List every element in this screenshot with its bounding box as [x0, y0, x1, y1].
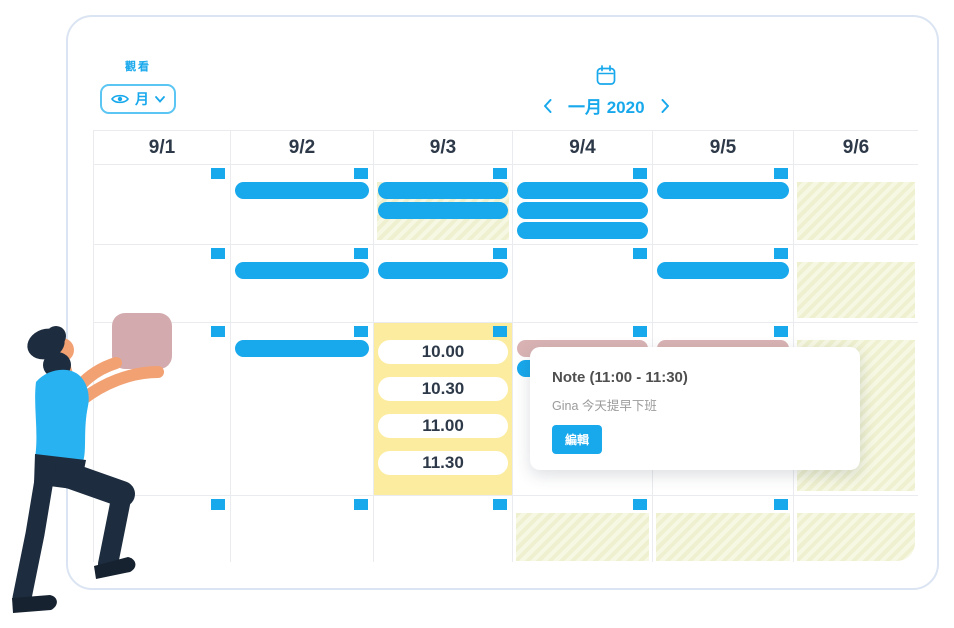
cell-handle[interactable]	[354, 326, 368, 337]
current-month-label: 一月 2020	[568, 98, 645, 117]
cell-handle[interactable]	[354, 168, 368, 179]
cell-handle[interactable]	[774, 248, 788, 259]
calendar-cell-r1-c5[interactable]	[652, 165, 793, 244]
unavailable-hatch	[516, 513, 649, 561]
day-header-9/4: 9/4	[512, 131, 652, 165]
chevron-down-icon	[155, 95, 165, 103]
cell-handle[interactable]	[493, 326, 507, 337]
calendar-cell-r1-c3[interactable]	[373, 165, 512, 244]
left-leg	[12, 458, 56, 608]
month-navigation: 一月 2020	[541, 93, 672, 118]
unavailable-hatch	[656, 513, 790, 561]
cell-handle[interactable]	[211, 326, 225, 337]
event-bar-blue[interactable]	[517, 182, 648, 199]
time-slot-pill[interactable]: 10.00	[378, 340, 508, 364]
calendar-cell-r4-c1[interactable]	[93, 495, 230, 562]
cell-handle[interactable]	[774, 168, 788, 179]
view-mode-dropdown[interactable]: 月	[100, 84, 176, 114]
event-bar-blue[interactable]	[378, 262, 508, 279]
event-bar-blue[interactable]	[235, 262, 369, 279]
chevron-right-icon	[661, 98, 670, 113]
event-tooltip: Note (11:00 - 11:30) Gina 今天提早下班 編輯	[530, 347, 860, 470]
unavailable-hatch	[797, 262, 915, 318]
left-shoe	[12, 595, 57, 613]
right-shoe	[94, 557, 136, 579]
unavailable-hatch	[797, 513, 915, 561]
cell-handle[interactable]	[774, 326, 788, 337]
event-bar-blue[interactable]	[378, 182, 508, 199]
calendar-cell-r2-c6[interactable]	[793, 244, 918, 322]
edit-button[interactable]: 編輯	[552, 425, 603, 454]
next-month-button[interactable]	[659, 97, 672, 115]
prev-month-button[interactable]	[541, 97, 554, 115]
day-header-9/5: 9/5	[652, 131, 793, 165]
event-box-illustration	[112, 313, 172, 369]
time-slot-pill[interactable]: 11.30	[378, 451, 508, 475]
calendar-cell-r2-c3[interactable]	[373, 244, 512, 322]
cell-handle[interactable]	[211, 168, 225, 179]
day-header-9/1: 9/1	[93, 131, 230, 165]
tooltip-body: Gina 今天提早下班	[552, 399, 657, 413]
hair-top	[46, 326, 66, 346]
day-header-9/3: 9/3	[373, 131, 512, 165]
cell-handle[interactable]	[211, 248, 225, 259]
cell-handle[interactable]	[211, 499, 225, 510]
event-bar-blue[interactable]	[235, 182, 369, 199]
day-header-9/2: 9/2	[230, 131, 373, 165]
cell-handle[interactable]	[774, 499, 788, 510]
day-header-9/6: 9/6	[793, 131, 918, 165]
cell-handle[interactable]	[633, 499, 647, 510]
cell-handle[interactable]	[633, 248, 647, 259]
calendar-cell-r2-c1[interactable]	[93, 244, 230, 322]
event-bar-blue[interactable]	[657, 262, 789, 279]
calendar-cell-r4-c5[interactable]	[652, 495, 793, 562]
shirt	[35, 369, 89, 468]
calendar-grid: 9/1 9/2 9/3 9/4 9/5 9/6 10.00 10.30 11.00 11.30	[93, 130, 918, 562]
cell-handle[interactable]	[633, 326, 647, 337]
right-thigh	[41, 457, 135, 507]
person-illustration	[12, 313, 172, 613]
calendar-cell-r4-c3[interactable]	[373, 495, 512, 562]
calendar-cell-r1-c4[interactable]	[512, 165, 652, 244]
event-bar-blue[interactable]	[657, 182, 789, 199]
calendar-cell-r2-c2[interactable]	[230, 244, 373, 322]
cell-handle[interactable]	[493, 168, 507, 179]
calendar-cell-r4-c6[interactable]	[793, 495, 918, 562]
time-slot-pill[interactable]: 10.30	[378, 377, 508, 401]
calendar-cell-r4-c2[interactable]	[230, 495, 373, 562]
calendar-cell-r4-c4[interactable]	[512, 495, 652, 562]
view-mode-value: 月	[135, 91, 149, 107]
right-shin	[98, 484, 132, 574]
calendar-cell-r2-c4[interactable]	[512, 244, 652, 322]
event-bar-blue[interactable]	[378, 202, 508, 219]
calendar-cell-r2-c5[interactable]	[652, 244, 793, 322]
tooltip-title: Note (11:00 - 11:30)	[552, 369, 688, 386]
eye-icon	[111, 93, 129, 105]
time-slot-list: 10.00 10.30 11.00 11.30	[374, 323, 512, 475]
event-bar-blue[interactable]	[517, 222, 648, 239]
cell-handle[interactable]	[354, 248, 368, 259]
chevron-left-icon	[543, 98, 552, 113]
view-control-label: 觀看	[125, 61, 151, 73]
cell-handle[interactable]	[493, 499, 507, 510]
time-slot-pill[interactable]: 11.00	[378, 414, 508, 438]
calendar-cell-r1-c6[interactable]	[793, 165, 918, 244]
calendar-cell-r3-c2[interactable]	[230, 322, 373, 495]
cell-handle[interactable]	[354, 499, 368, 510]
calendar-icon	[596, 65, 616, 91]
unavailable-hatch	[797, 182, 915, 240]
event-bar-blue[interactable]	[235, 340, 369, 357]
calendar-cell-r3-c3[interactable]: 10.00 10.30 11.00 11.30	[373, 322, 512, 495]
calendar-cell-r1-c1[interactable]	[93, 165, 230, 244]
calendar-cell-r1-c2[interactable]	[230, 165, 373, 244]
cell-handle[interactable]	[633, 168, 647, 179]
cell-handle[interactable]	[493, 248, 507, 259]
event-bar-blue[interactable]	[517, 202, 648, 219]
